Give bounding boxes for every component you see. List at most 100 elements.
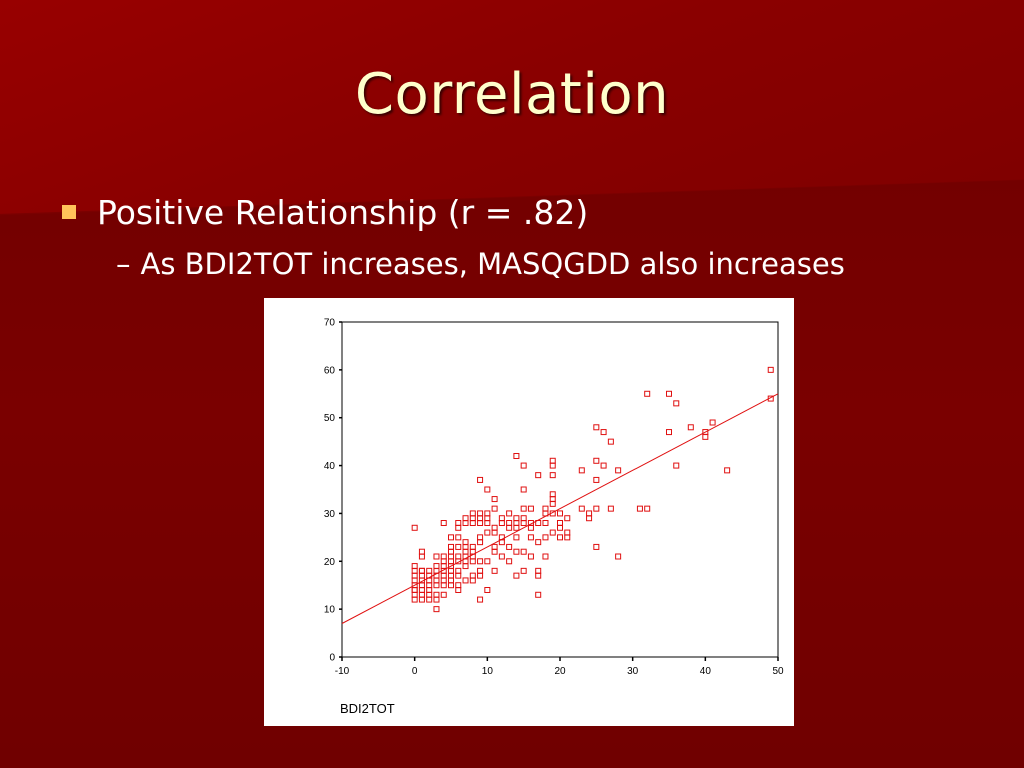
data-point <box>418 553 425 560</box>
data-point <box>455 543 462 550</box>
data-point <box>535 591 542 598</box>
dash-bullet: – <box>116 247 131 281</box>
data-point <box>433 577 440 584</box>
data-point <box>462 548 469 555</box>
data-point <box>636 505 643 512</box>
data-point <box>469 543 476 550</box>
data-point <box>702 433 709 440</box>
data-point <box>418 572 425 579</box>
data-point <box>418 582 425 589</box>
data-point <box>666 390 672 397</box>
data-point <box>440 563 447 570</box>
data-point <box>557 510 563 517</box>
data-point <box>418 567 425 574</box>
data-point <box>455 520 462 526</box>
data-point <box>557 520 563 526</box>
x-tick-label: 30 <box>627 666 639 677</box>
data-point <box>455 524 462 531</box>
data-point <box>448 548 454 555</box>
data-point <box>462 577 469 584</box>
data-point <box>484 558 491 565</box>
data-point <box>506 510 513 517</box>
data-point <box>448 534 454 541</box>
data-point <box>520 567 527 574</box>
x-tick-label: 20 <box>554 666 566 677</box>
data-point <box>433 591 440 598</box>
data-points <box>411 366 774 613</box>
data-point <box>411 591 418 598</box>
bullet-item: Positive Relationship (r = .82) <box>62 190 588 234</box>
data-point <box>491 529 498 536</box>
x-tick-label: 40 <box>700 666 712 677</box>
data-point <box>448 543 454 550</box>
data-point <box>687 424 694 431</box>
data-point <box>600 429 607 436</box>
fit-line <box>341 393 779 624</box>
data-point <box>564 529 571 536</box>
data-point <box>433 553 440 560</box>
data-point <box>484 520 491 526</box>
x-tick-label: 10 <box>482 666 494 677</box>
data-point <box>411 596 418 603</box>
data-point <box>426 596 433 603</box>
y-tick-label: 70 <box>324 318 336 329</box>
data-point <box>549 529 556 536</box>
data-point <box>709 419 716 426</box>
data-point <box>477 476 484 483</box>
data-point <box>477 596 484 603</box>
data-point <box>491 567 498 574</box>
data-point <box>535 539 542 546</box>
data-point <box>520 548 527 555</box>
data-point <box>469 572 476 579</box>
data-point <box>426 567 433 574</box>
data-point <box>491 496 498 503</box>
data-point <box>448 553 454 560</box>
data-point <box>433 563 440 570</box>
data-point <box>469 577 476 584</box>
data-point <box>462 563 469 570</box>
data-point <box>455 534 462 541</box>
data-point <box>549 457 556 464</box>
data-point <box>607 505 614 512</box>
data-point <box>542 553 549 560</box>
data-point <box>549 500 556 507</box>
data-point <box>484 510 491 517</box>
slide-title: Correlation <box>354 62 670 127</box>
x-tick-label: 0 <box>412 666 418 677</box>
data-point <box>513 572 520 579</box>
data-point <box>542 505 549 512</box>
data-point <box>440 520 447 526</box>
data-point <box>564 534 571 541</box>
data-point <box>491 543 498 550</box>
data-point <box>498 520 505 526</box>
data-point <box>593 505 600 512</box>
x-tick-label: 50 <box>772 666 784 677</box>
data-point <box>448 567 454 574</box>
data-point <box>615 467 622 474</box>
data-point <box>593 457 600 464</box>
data-point <box>498 553 505 560</box>
data-point <box>418 567 425 574</box>
data-point <box>527 553 534 560</box>
data-point <box>433 606 440 613</box>
data-point <box>440 553 447 560</box>
data-point <box>513 524 520 531</box>
data-point <box>724 467 731 474</box>
data-point <box>477 534 484 541</box>
data-point <box>418 548 425 555</box>
data-point <box>535 572 542 579</box>
data-point <box>440 558 447 565</box>
data-point <box>578 467 585 474</box>
data-point <box>411 524 418 531</box>
data-point <box>600 462 607 469</box>
data-point <box>767 366 774 373</box>
data-point <box>477 520 484 526</box>
x-tick-label: -10 <box>335 666 350 677</box>
data-point <box>520 520 527 526</box>
sub-bullet-text: As BDI2TOT increases, MASQGDD also incre… <box>140 247 845 281</box>
data-point <box>455 587 462 593</box>
y-tick-label: 40 <box>324 461 336 472</box>
data-point <box>440 591 447 598</box>
data-point <box>484 587 491 593</box>
data-point <box>462 515 469 522</box>
